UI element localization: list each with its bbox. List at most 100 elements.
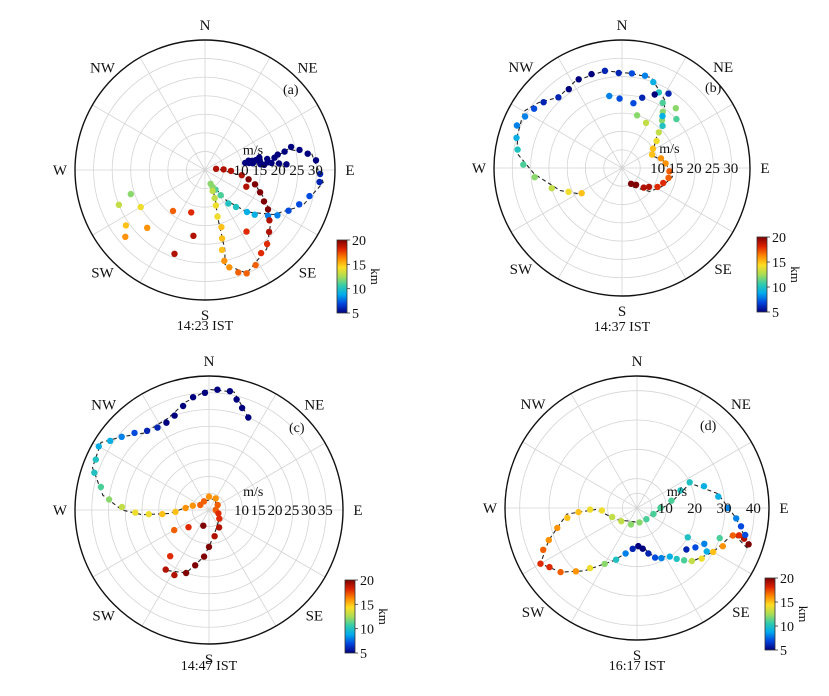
wind-point [304, 150, 311, 157]
colorbar-tick-label: 5 [360, 647, 367, 662]
colorbar: 20 15 10 5 km [756, 231, 803, 321]
radial-tick-label: 30 [717, 501, 732, 517]
wind-point [548, 185, 555, 192]
radial-tick-label: 30 [301, 503, 316, 519]
polar-outer-circle [74, 39, 336, 301]
wind-point [575, 76, 582, 83]
wind-point [633, 112, 641, 119]
wind-point [316, 170, 324, 178]
direction-label-se: SE [306, 608, 324, 624]
wind-point [182, 504, 189, 512]
wind-point [636, 519, 643, 526]
colorbar-tick-label: 5 [352, 307, 359, 322]
wind-point [201, 389, 209, 396]
wind-point [586, 506, 594, 513]
direction-label-nw: NW [91, 398, 117, 414]
wind-point [260, 198, 268, 205]
wind-point [214, 386, 221, 393]
wind-point [264, 206, 272, 213]
wind-point [601, 67, 609, 75]
wind-point [514, 146, 521, 153]
wind-point [189, 502, 196, 509]
direction-label-e: E [760, 161, 769, 177]
direction-label-e: E [345, 163, 354, 179]
radial-tick-label: 20 [271, 163, 286, 179]
wind-point [657, 504, 664, 512]
subplot-label: (b) [705, 81, 722, 96]
wind-point [557, 568, 564, 576]
colorbar-tick-label: 15 [360, 598, 374, 613]
wind-point [205, 493, 213, 500]
wind-point [554, 524, 561, 532]
direction-label-sw: SW [522, 605, 545, 621]
grid-spoke [92, 442, 210, 511]
wind-point [642, 119, 650, 127]
direction-label-e: E [353, 503, 362, 519]
wind-point [703, 548, 710, 555]
wind-point [285, 207, 292, 214]
wind-point [654, 183, 661, 191]
direction-label-w: W [53, 503, 68, 519]
grid-spoke [204, 104, 318, 171]
polar-outer-circle [493, 39, 751, 297]
grid-spoke [141, 509, 210, 627]
wind-point [137, 203, 144, 211]
wind-point [698, 555, 705, 562]
radial-tick-label: 15 [251, 503, 266, 519]
wind-point [200, 522, 207, 529]
radial-tick-label: 20 [687, 501, 702, 517]
wind-point [651, 91, 658, 98]
wind-point [659, 112, 666, 120]
wind-point [662, 160, 669, 167]
wind-point [97, 483, 105, 491]
wind-point [131, 429, 138, 437]
wind-point [684, 534, 691, 541]
radial-tick-label: 15 [252, 163, 267, 179]
colorbar: 20 15 10 5 km [336, 234, 383, 322]
wind-point [673, 115, 680, 123]
wind-point [211, 194, 218, 202]
wind-point [588, 70, 595, 78]
radial-unit-label: m/s [243, 485, 263, 500]
wind-point [218, 246, 226, 254]
wind-point [531, 174, 538, 181]
wind-point [658, 554, 665, 562]
grid-spoke [557, 56, 623, 169]
wind-point [296, 201, 303, 208]
wind-point [572, 568, 580, 575]
polar-panel-d: 10 20 30 40 m/s N NE E SE S SW W NW (d) 16:17 IST 20 15 1… [483, 354, 811, 674]
time-caption: 16:17 IST [609, 659, 666, 674]
wind-point [172, 508, 179, 515]
radial-tick-label: 10 [650, 161, 665, 177]
wind-point [209, 187, 216, 195]
wind-point [200, 553, 208, 560]
direction-label-se: SE [732, 605, 750, 621]
wind-point [188, 209, 195, 216]
wind-point [316, 178, 323, 186]
direction-label-n: N [200, 18, 211, 34]
direction-label-n: N [204, 354, 215, 370]
subplot-label: (a) [283, 83, 299, 98]
direction-label-w: W [472, 161, 487, 177]
colorbar-tick-label: 10 [360, 623, 374, 638]
wind-point [575, 508, 582, 516]
radial-tick-label: 20 [687, 161, 702, 177]
polar-outer-circle [74, 375, 344, 645]
colorbar-gradient [337, 240, 347, 313]
wind-point [132, 509, 139, 516]
direction-label-ne: NE [298, 60, 318, 76]
direction-label-nw: NW [521, 397, 547, 413]
grid-spoke [636, 441, 752, 509]
wind-point [640, 184, 647, 191]
wind-point [628, 70, 636, 77]
colorbar-gradient [345, 580, 355, 653]
grid-spoke [204, 57, 271, 171]
wind-point [598, 507, 606, 514]
wind-point [537, 560, 544, 567]
wind-point [212, 495, 219, 502]
wind-point [530, 105, 538, 112]
wind-point [660, 179, 667, 187]
wind-point [677, 487, 684, 494]
radial-tick-label: 40 [746, 501, 761, 517]
